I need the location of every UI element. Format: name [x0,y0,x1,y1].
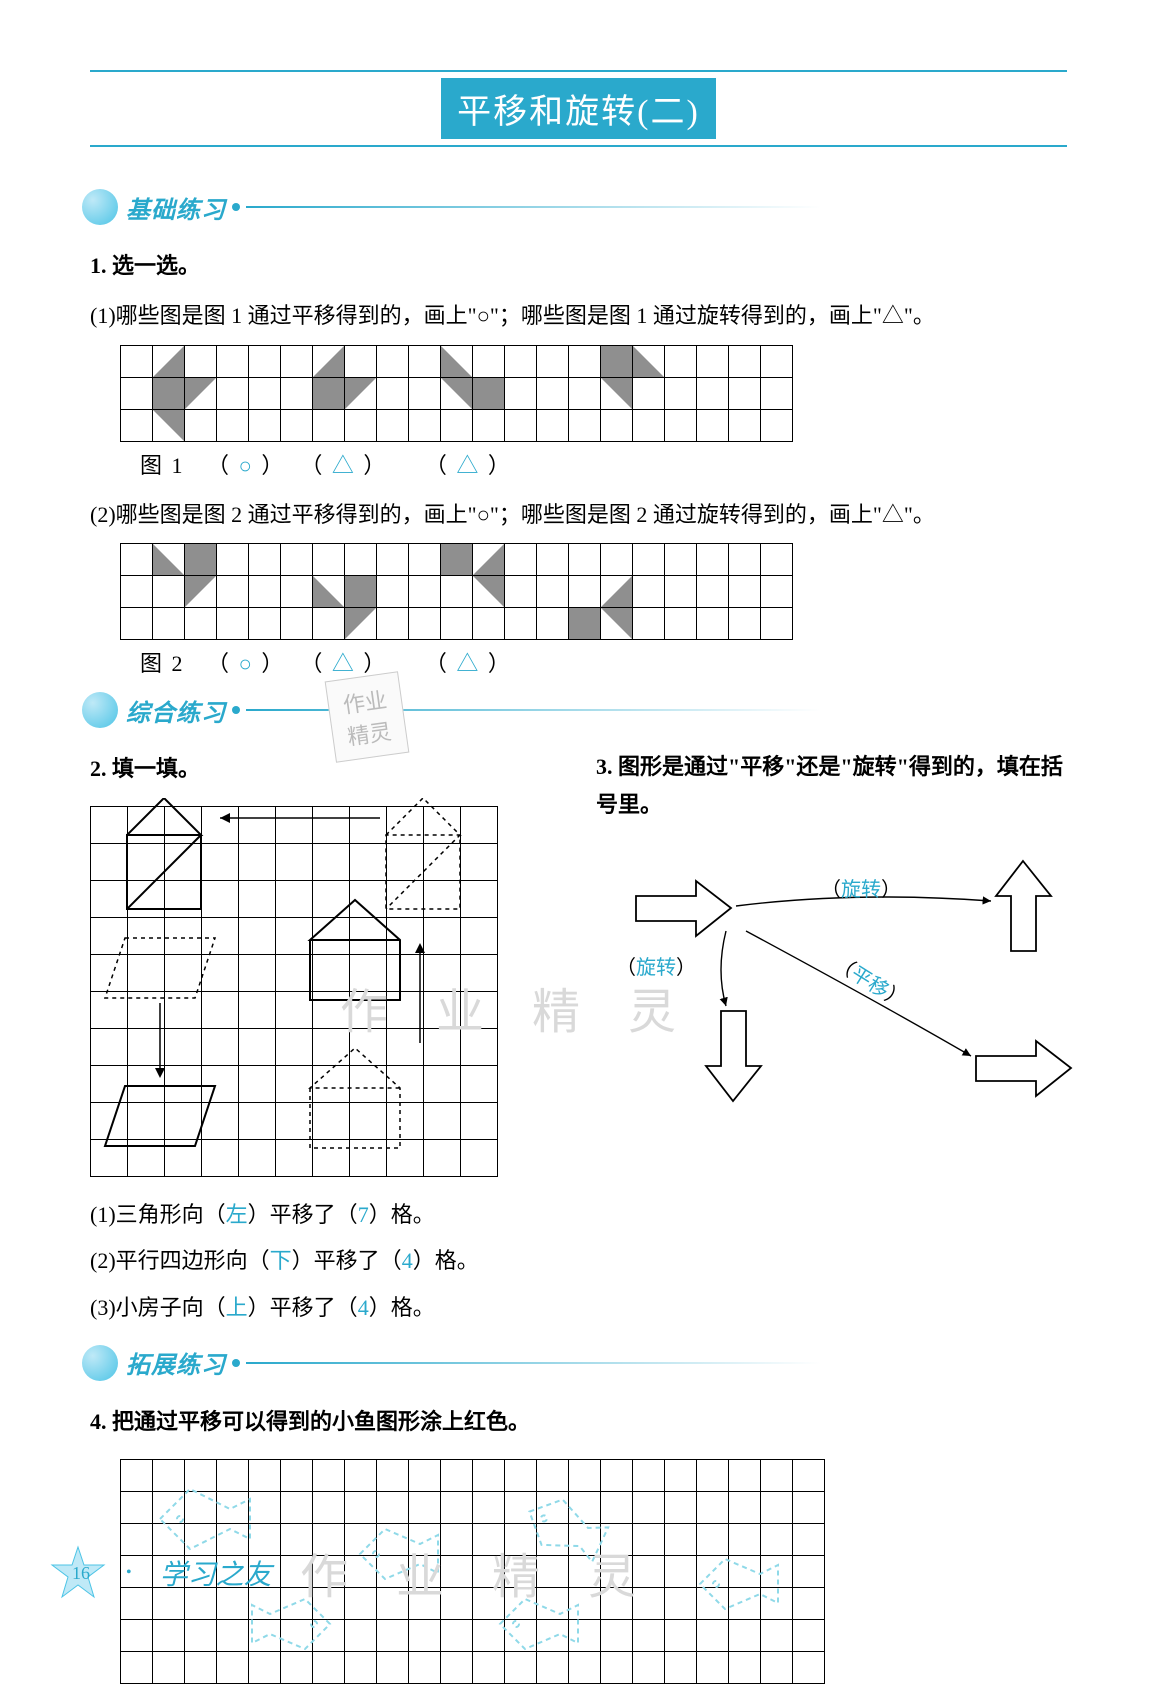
q3-label-a: （旋转） [821,873,901,902]
star-icon: 16 [50,1545,106,1601]
page-footer: 16 • 学习之友 [50,1545,272,1601]
q1b-ans3: △ [456,651,480,676]
dot-icon [232,203,240,211]
q1-caption1: 图 1 （ ○ ） （ △ ） （ △ ） [140,448,1067,480]
dot-icon: • [126,1564,132,1582]
section-comp: 综合练习 [82,692,1067,728]
section-basic: 基础练习 [82,189,1067,225]
q2-grid [90,798,498,1177]
q1-p2: (2)哪些图是图 2 通过平移得到的，画上"○"；哪些图是图 2 通过旋转得到的… [90,494,1067,536]
q1b-ans1: ○ [239,651,254,676]
bulb-icon [82,1345,118,1381]
sticker: 作业精灵 [325,671,410,763]
q1-p1: (1)哪些图是图 1 通过平移得到的，画上"○"；哪些图是图 1 通过旋转得到的… [90,295,1067,337]
q1-grid1 [120,345,1067,442]
q2-line1: (1)三角形向（左）平移了（7）格。 [90,1192,570,1238]
q1-ans3: △ [456,453,480,478]
dot-icon [232,706,240,714]
section-label: 拓展练习 [126,1345,226,1380]
fig1-label: 图 1 [140,453,185,478]
divider [246,1362,1067,1364]
q2-stem: 2. 填一填。 [90,748,570,790]
q1-grid2 [120,543,1067,640]
page-title: 平移和旋转(二) [441,78,716,139]
q4-stem: 4. 把通过平移可以得到的小鱼图形涂上红色。 [90,1401,1067,1443]
q1-caption2: 图 2 （ ○ ） （ △ ） （ △ ） [140,646,1067,678]
q2-line2: (2)平行四边形向（下）平移了（4）格。 [90,1238,570,1284]
q3-stem: 3. 图形是通过"平移"还是"旋转"得到的，填在括号里。 [596,748,1076,823]
q1-ans2: △ [332,453,356,478]
bulb-icon [82,692,118,728]
dot-icon [232,1359,240,1367]
section-ext: 拓展练习 [82,1345,1067,1381]
page-number: 16 [72,1563,90,1584]
page-title-bar: 平移和旋转(二) [90,70,1067,147]
bulb-icon [82,189,118,225]
book-title: 学习之友 [160,1553,272,1593]
q3-diagram: （旋转） （旋转） （平移） [596,841,1076,1131]
q3-label-b: （旋转） [616,951,696,980]
divider [246,206,1067,208]
q1-stem: 1. 选一选。 [90,245,1067,287]
section-label: 综合练习 [126,693,226,728]
q2-line3: (3)小房子向（上）平移了（4）格。 [90,1285,570,1331]
section-label: 基础练习 [126,190,226,225]
q1-ans1: ○ [239,453,254,478]
q1b-ans2: △ [332,651,356,676]
fig2-label: 图 2 [140,651,185,676]
